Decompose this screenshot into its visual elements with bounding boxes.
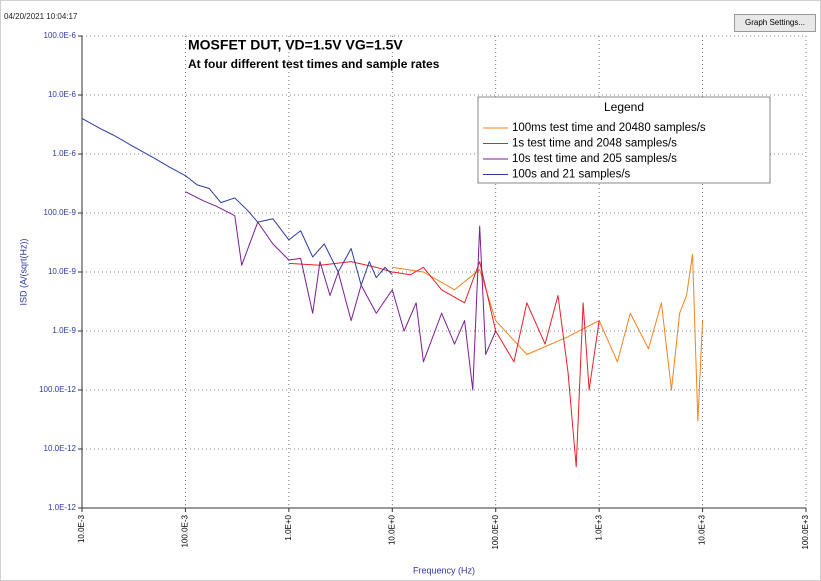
x-tick-label: 100.0E+0 [491,514,500,549]
timestamp: 04/20/2021 10:04:17 [4,12,78,21]
x-tick-label: 1.0E+0 [284,514,293,540]
y-tick-label: 100.0E-9 [44,208,77,217]
series-line [81,118,393,286]
legend-box [477,96,771,184]
legend-label: 100ms test time and 20480 samples/s [512,122,706,134]
x-tick-label: 100.0E+3 [801,514,810,549]
y-tick-label: 1.0E-12 [48,503,77,512]
chart-subtitle: At four different test times and sample … [188,57,440,71]
series-line [288,261,600,468]
y-tick-label: 1.0E-6 [52,149,76,158]
x-tick-label: 100.0E-3 [181,514,190,547]
legend-label: 10s test time and 205 samples/s [512,153,677,165]
series-line [185,191,497,391]
y-tick-label: 1.0E-9 [52,326,76,335]
y-tick-label: 10.0E-9 [48,267,77,276]
x-tick-label: 1.0E+3 [594,514,603,540]
y-tick-label: 100.0E-12 [39,385,76,394]
x-axis-label: Frequency (Hz) [413,565,475,575]
y-tick-label: 100.0E-6 [44,31,77,40]
legend-label: 100s and 21 samples/s [512,169,631,181]
graph-settings-button[interactable]: Graph Settings... [734,14,816,32]
y-tick-label: 10.0E-12 [44,444,77,453]
y-axis-label: ISD (A/(sqrt(Hz)) [18,239,28,306]
x-tick-label: 10.0E+3 [698,514,707,545]
series-line [392,253,704,422]
chart-title: MOSFET DUT, VD=1.5V VG=1.5V [188,37,403,53]
legend-label: 1s test time and 2048 samples/s [512,138,677,150]
y-tick-label: 10.0E-6 [48,90,77,99]
legend-title: Legend [604,100,644,114]
x-tick-label: 10.0E-3 [77,514,86,543]
x-tick-label: 10.0E+0 [387,514,396,545]
